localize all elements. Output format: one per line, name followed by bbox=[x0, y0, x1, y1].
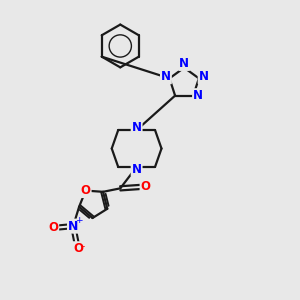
Text: N: N bbox=[161, 70, 171, 83]
Text: +: + bbox=[75, 216, 83, 225]
Text: O: O bbox=[140, 180, 151, 194]
Text: N: N bbox=[132, 163, 142, 176]
Text: N: N bbox=[193, 89, 203, 102]
Text: O: O bbox=[73, 242, 83, 255]
Text: -: - bbox=[82, 242, 85, 251]
Text: O: O bbox=[81, 184, 91, 197]
Text: -: - bbox=[52, 218, 55, 227]
Text: N: N bbox=[199, 70, 208, 83]
Text: N: N bbox=[68, 220, 78, 232]
Text: O: O bbox=[48, 221, 58, 234]
Text: N: N bbox=[132, 121, 142, 134]
Text: N: N bbox=[179, 57, 189, 70]
